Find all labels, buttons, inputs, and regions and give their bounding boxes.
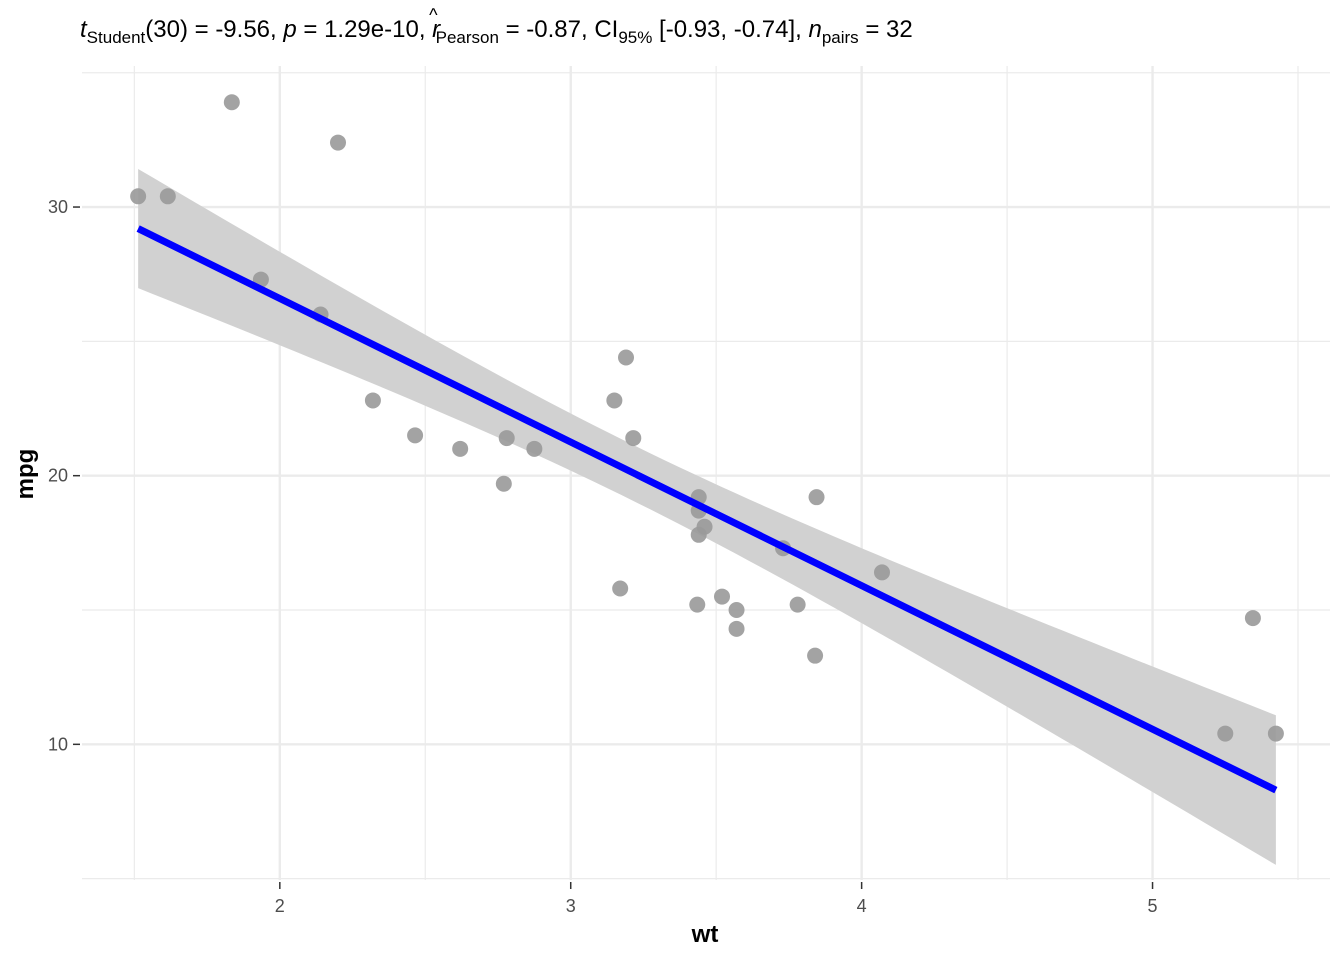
- r-subscript: Pearson: [436, 28, 499, 47]
- scatter-point: [498, 430, 515, 447]
- n-symbol: n: [808, 16, 821, 43]
- scatter-point: [728, 620, 745, 637]
- ci-subscript: 95%: [618, 28, 652, 47]
- x-axis-title: wt: [691, 921, 719, 948]
- scatter-point: [714, 588, 730, 605]
- scatter-point: [526, 440, 543, 457]
- scatter-point: [789, 596, 806, 613]
- t-symbol: t: [80, 16, 88, 43]
- r-symbol: r: [432, 16, 441, 43]
- r-value-text: = -0.87, CI: [499, 16, 618, 43]
- scatter-point: [808, 489, 825, 506]
- scatter-point: [1217, 725, 1234, 742]
- p-symbol: p: [282, 16, 296, 43]
- scatter-point: [618, 349, 634, 366]
- y-tick-label: 10: [48, 734, 68, 754]
- scatter-point: [223, 94, 240, 111]
- scatter-point: [807, 647, 824, 664]
- ci-text: [-0.93, -0.74],: [652, 16, 808, 43]
- x-tick-label: 2: [275, 896, 285, 916]
- regression-line: [136, 225, 1278, 794]
- x-tick-label: 3: [566, 896, 576, 916]
- y-tick-label: 30: [48, 197, 68, 217]
- r-hat: ^: [429, 5, 438, 25]
- scatter-point: [130, 188, 147, 205]
- x-tick-label: 5: [1148, 896, 1158, 916]
- y-axis-title: mpg: [12, 449, 39, 500]
- p-value-text: = 1.29e-10,: [297, 16, 432, 43]
- data-points: [130, 94, 1284, 742]
- x-tick-label: 4: [857, 896, 867, 916]
- regression-line-layer: [136, 225, 1278, 794]
- scatter-point: [625, 430, 642, 447]
- scatter-point: [874, 564, 890, 581]
- scatter-point: [690, 526, 707, 543]
- scatter-point: [159, 188, 176, 205]
- scatter-point: [606, 392, 623, 409]
- scatter-point: [1267, 725, 1284, 742]
- n-value-text: = 32: [859, 16, 913, 43]
- y-tick-label: 20: [48, 466, 68, 486]
- scatter-point: [689, 596, 706, 613]
- scatter-point: [330, 134, 346, 151]
- scatter-point: [495, 475, 512, 492]
- t-subscript: Student: [87, 28, 146, 47]
- t-statistic-text: (30) = -9.56,: [145, 16, 283, 43]
- scatter-point: [407, 427, 424, 444]
- confidence-band: [138, 168, 1276, 865]
- scatter-point: [612, 580, 629, 597]
- n-subscript: pairs: [822, 28, 859, 47]
- scatter-point: [728, 602, 745, 619]
- axes: 2 3 4 5 10 20 30: [48, 197, 1158, 916]
- scatter-point: [452, 440, 469, 457]
- chart-subtitle: tStudent(30) = -9.56, p = 1.29e-10, r^ Pe…: [80, 5, 913, 47]
- scatter-point: [364, 392, 381, 409]
- scatter-point: [1244, 610, 1261, 627]
- confidence-band-layer: [138, 168, 1276, 865]
